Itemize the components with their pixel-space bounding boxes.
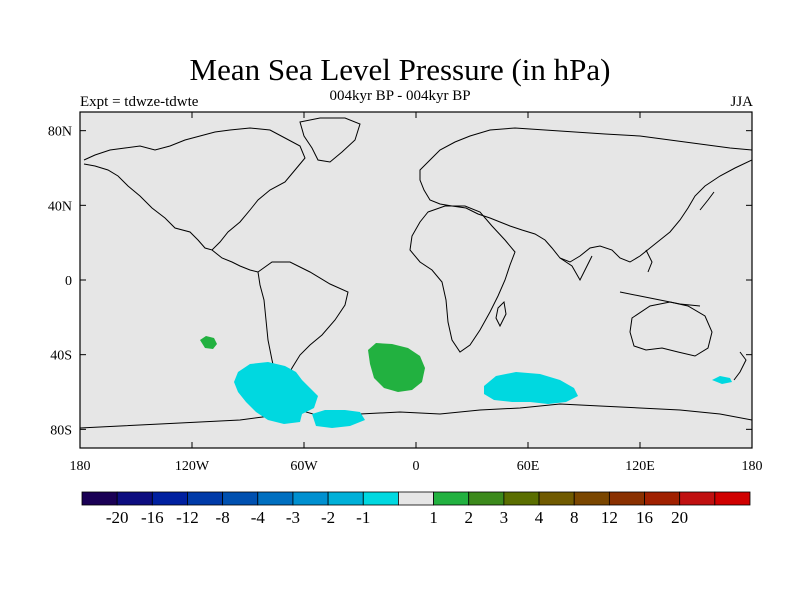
- coastline-indonesia: [619, 291, 701, 307]
- colorbar-box: [608, 491, 645, 506]
- coastline-india: [559, 255, 593, 282]
- pressure-anomaly-fills: [200, 336, 732, 428]
- colorbar-label: -16: [141, 508, 164, 527]
- coastline-philippines: [645, 249, 653, 273]
- coastline-north-america: [83, 127, 306, 251]
- colorbar-label: 1: [429, 508, 438, 527]
- colorbar-box: [222, 491, 259, 506]
- coastline-greenland: [299, 117, 361, 163]
- coastline-japan: [699, 191, 715, 211]
- colorbar-box: [81, 491, 118, 506]
- lon-tick-label: 120W: [175, 459, 210, 474]
- colorbar-label: -4: [251, 508, 266, 527]
- colorbar-label: 3: [500, 508, 509, 527]
- lat-tick-label: 0: [65, 274, 72, 289]
- latitude-axis: 80N 40N 0 40S 80S: [48, 125, 752, 438]
- anomaly-negative-region-3: [484, 372, 578, 404]
- lat-tick-label: 80S: [50, 423, 72, 438]
- colorbar-label: 4: [535, 508, 544, 527]
- lon-tick-label: 60W: [290, 459, 318, 474]
- lon-tick-label: 120E: [625, 459, 655, 474]
- anomaly-negative-region-2: [312, 410, 365, 428]
- lon-tick-label: 0: [413, 459, 420, 474]
- colorbar-label: -3: [286, 508, 300, 527]
- colorbar-label: -12: [176, 508, 199, 527]
- lon-tick-label: 180: [70, 459, 91, 474]
- colorbar-label: -20: [106, 508, 129, 527]
- colorbar-box: [679, 491, 716, 506]
- colorbar-box: [151, 491, 188, 506]
- coastline-central-america: [211, 249, 259, 273]
- coastline-africa: [409, 205, 516, 353]
- colorbar-box: [327, 491, 364, 506]
- coastline-new-zealand: [733, 351, 747, 381]
- experiment-label: Expt = tdwze-tdwte: [80, 94, 199, 110]
- map-title: Mean Sea Level Pressure (in hPa): [189, 52, 611, 87]
- season-label: JJA: [730, 94, 753, 110]
- coastline-eurasia: [419, 127, 752, 263]
- anomaly-positive-region-2: [368, 343, 425, 392]
- colorbar-label: 2: [464, 508, 473, 527]
- colorbar-box: [257, 491, 294, 506]
- colorbar-box: [573, 491, 610, 506]
- anomaly-positive-region-1: [200, 336, 217, 349]
- colorbar-label: -2: [321, 508, 335, 527]
- colorbar-box: [116, 491, 153, 506]
- colorbar-box: [644, 491, 681, 506]
- colorbar-box: [503, 491, 540, 506]
- colorbar: -20 -16 -12 -8 -4 -3 -2 -1 1 2 3 4 8 12 16 20: [81, 491, 751, 527]
- colorbar-box: [468, 491, 505, 506]
- anomaly-negative-region-4: [712, 376, 732, 384]
- lat-tick-label: 40N: [48, 199, 72, 214]
- colorbar-box: [398, 491, 434, 506]
- anomaly-negative-region-1: [234, 362, 318, 424]
- colorbar-box: [292, 491, 329, 506]
- coastline-madagascar: [495, 300, 507, 328]
- colorbar-box: [187, 491, 224, 506]
- colorbar-label: 20: [671, 508, 688, 527]
- colorbar-box: [433, 491, 470, 506]
- lat-tick-label: 40S: [50, 349, 72, 364]
- colorbar-label: 12: [601, 508, 618, 527]
- colorbar-label: -8: [216, 508, 230, 527]
- coastline-south-america: [257, 261, 349, 395]
- colorbar-box: [714, 491, 751, 506]
- colorbar-box: [362, 491, 399, 506]
- colorbar-label: 16: [636, 508, 653, 527]
- longitude-axis: 180 120W 60W 0 60E 120E 180: [70, 112, 763, 474]
- colorbar-box: [538, 491, 575, 506]
- colorbar-label: 8: [570, 508, 579, 527]
- map-subtitle: 004kyr BP - 004kyr BP: [329, 88, 471, 104]
- coastline-australia: [629, 301, 713, 357]
- lon-tick-label: 60E: [517, 459, 540, 474]
- lat-tick-label: 80N: [48, 125, 72, 140]
- colorbar-label: -1: [356, 508, 370, 527]
- lon-tick-label: 180: [742, 459, 763, 474]
- map-plot-area: [80, 112, 752, 448]
